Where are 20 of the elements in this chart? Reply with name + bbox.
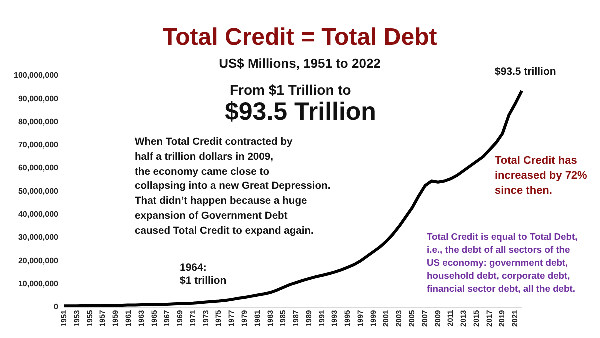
annotation: Total Credit has increased by 72% since then. [495, 154, 588, 199]
y-tick-label: 70,000,000 [18, 140, 60, 150]
annotation: $93.5 Trillion [225, 98, 376, 127]
y-tick-label: 80,000,000 [18, 117, 60, 126]
y-tick-label: 40,000,000 [18, 210, 60, 219]
annotation: From $1 Trillion to [230, 82, 352, 98]
annotation: Total Credit is equal to Total Debt, i.e., the debt of all sectors of the US economy: government debt, household debt, corporate debt, financial sector debt, all the debt. [427, 230, 578, 295]
annotation: 1964: $1 trillion [180, 262, 227, 288]
y-tick-label: 0 [54, 302, 60, 312]
y-tick-label: 50,000,000 [18, 186, 60, 196]
y-tick-label: 90,000,000 [18, 94, 60, 104]
annotation: When Total Credit contracted by half a trillion dollars in 2009, the economy came close to collapsing into a new Great Depression. That didn’t happen because a huge expansion of Government Debt caused Total Credit to expand again. [135, 136, 331, 239]
chart-title: Total Credit = Total Debt [162, 24, 438, 52]
annotation: $93.5 trillion [495, 66, 556, 78]
y-tick-label: 60,000,000 [18, 164, 60, 173]
y-tick-label: 30,000,000 [18, 233, 60, 242]
chart-subtitle: US$ Millions, 1951 to 2022 [219, 56, 381, 71]
y-tick-label: 10,000,000 [18, 279, 60, 288]
y-tick-label: 100,000,000 [14, 71, 60, 80]
y-tick-label: 20,000,000 [18, 256, 60, 266]
